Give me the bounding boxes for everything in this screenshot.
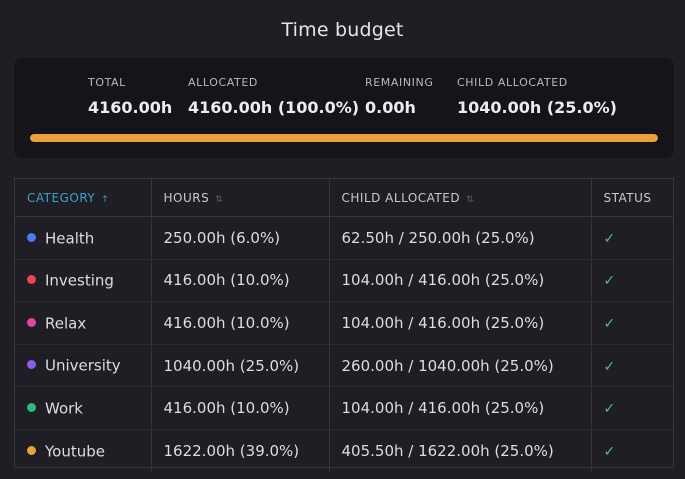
category-name: Investing — [45, 271, 114, 290]
category-color-dot — [27, 445, 36, 455]
category-name: University — [45, 356, 121, 375]
category-cell: Work — [15, 386, 152, 430]
category-color-dot — [27, 232, 36, 242]
table-row[interactable]: Health 250.00h (6.0%) 62.50h / 250.00h (25… — [15, 216, 673, 260]
table-row[interactable]: University 1040.00h (25.0%) 260.00h / 1040… — [15, 344, 673, 388]
column-header-hours-label: HOURS — [163, 190, 210, 205]
stat-remaining-value: 0.00h — [365, 98, 416, 117]
hours-cell: 416.00h (10.0%) — [151, 259, 330, 303]
category-name: Health — [45, 229, 95, 248]
table-row[interactable]: Work 416.00h (10.0%) 104.00h / 416.00h (25… — [15, 386, 673, 430]
sort-ascending-icon: ↑ — [101, 194, 110, 205]
hours-cell: 1040.00h (25.0%) — [151, 344, 330, 388]
check-icon: ✓ — [603, 230, 616, 247]
check-icon: ✓ — [603, 443, 616, 460]
child-allocated-cell: 104.00h / 416.00h (25.0%) — [329, 386, 592, 430]
check-icon: ✓ — [603, 315, 616, 332]
category-cell: University — [15, 344, 152, 388]
column-header-category[interactable]: CATEGORY ↑ — [15, 179, 152, 217]
column-header-status: STATUS — [591, 179, 673, 217]
stat-remaining-label: REMAINING — [365, 76, 434, 89]
stat-child-allocated-value: 1040.00h (25.0%) — [457, 98, 617, 117]
child-allocated-cell: 405.50h / 1622.00h (25.0%) — [329, 429, 592, 472]
sort-icon: ⇅ — [466, 194, 475, 205]
stat-total-value: 4160.00h — [88, 98, 173, 117]
hours-cell: 1622.00h (39.0%) — [151, 429, 330, 472]
category-cell: Youtube — [15, 429, 152, 472]
category-color-dot — [27, 317, 36, 327]
hours-cell: 416.00h (10.0%) — [151, 301, 330, 345]
check-icon: ✓ — [603, 273, 616, 290]
category-cell: Investing — [15, 259, 152, 303]
stat-allocated-label: ALLOCATED — [188, 76, 258, 89]
category-color-dot — [27, 275, 36, 285]
page-title: Time budget — [281, 19, 404, 41]
column-header-child-allocated[interactable]: CHILD ALLOCATED ⇅ — [329, 179, 592, 217]
stat-child-allocated: CHILD ALLOCATED 1040.00h (25.0%) — [457, 76, 617, 117]
table-row[interactable]: Relax 416.00h (10.0%) 104.00h / 416.00h (2… — [15, 301, 673, 345]
category-table: CATEGORY ↑ HOURS ⇅ CHILD ALLOCATED ⇅ STATUS… — [14, 178, 674, 472]
category-color-dot — [27, 360, 36, 370]
category-color-dot — [27, 402, 36, 412]
allocation-progress-fill — [30, 134, 658, 142]
category-name: Youtube — [45, 442, 105, 461]
check-icon: ✓ — [603, 358, 616, 375]
column-header-category-label: CATEGORY — [27, 190, 96, 205]
column-header-child-allocated-label: CHILD ALLOCATED — [341, 190, 461, 205]
table-row[interactable]: Investing 416.00h (10.0%) 104.00h / 416.00… — [15, 259, 673, 303]
status-cell: ✓ — [591, 429, 673, 471]
stat-total-label: TOTAL — [88, 76, 126, 89]
status-cell: ✓ — [591, 386, 673, 430]
child-allocated-cell: 104.00h / 416.00h (25.0%) — [329, 259, 592, 303]
check-icon: ✓ — [603, 401, 616, 418]
status-cell: ✓ — [591, 216, 673, 260]
status-cell: ✓ — [591, 344, 673, 388]
status-cell: ✓ — [591, 301, 673, 345]
column-header-hours[interactable]: HOURS ⇅ — [151, 179, 330, 217]
stat-allocated-value: 4160.00h (100.0%) — [188, 98, 360, 117]
table-header-row: CATEGORY ↑ HOURS ⇅ CHILD ALLOCATED ⇅ STATUS — [15, 179, 673, 217]
stat-child-allocated-label: CHILD ALLOCATED — [457, 76, 568, 89]
category-name: Work — [45, 399, 83, 418]
sort-icon: ⇅ — [215, 194, 224, 205]
category-cell: Health — [15, 216, 152, 260]
category-cell: Relax — [15, 301, 152, 345]
stat-remaining: REMAINING 0.00h — [365, 76, 433, 117]
summary-panel: TOTAL 4160.00h ALLOCATED 4160.00h (100.0… — [14, 58, 674, 158]
child-allocated-cell: 62.50h / 250.00h (25.0%) — [329, 216, 592, 260]
child-allocated-cell: 260.00h / 1040.00h (25.0%) — [329, 344, 592, 388]
child-allocated-cell: 104.00h / 416.00h (25.0%) — [329, 301, 592, 345]
category-name: Relax — [45, 314, 87, 333]
table-row[interactable]: Youtube 1622.00h (39.0%) 405.50h / 1622.00… — [15, 429, 673, 472]
hours-cell: 416.00h (10.0%) — [151, 386, 330, 430]
status-cell: ✓ — [591, 259, 673, 303]
stat-total: TOTAL 4160.00h — [88, 76, 172, 117]
hours-cell: 250.00h (6.0%) — [151, 216, 330, 260]
allocation-progress-bar — [30, 134, 658, 142]
stat-allocated: ALLOCATED 4160.00h (100.0%) — [188, 76, 359, 117]
